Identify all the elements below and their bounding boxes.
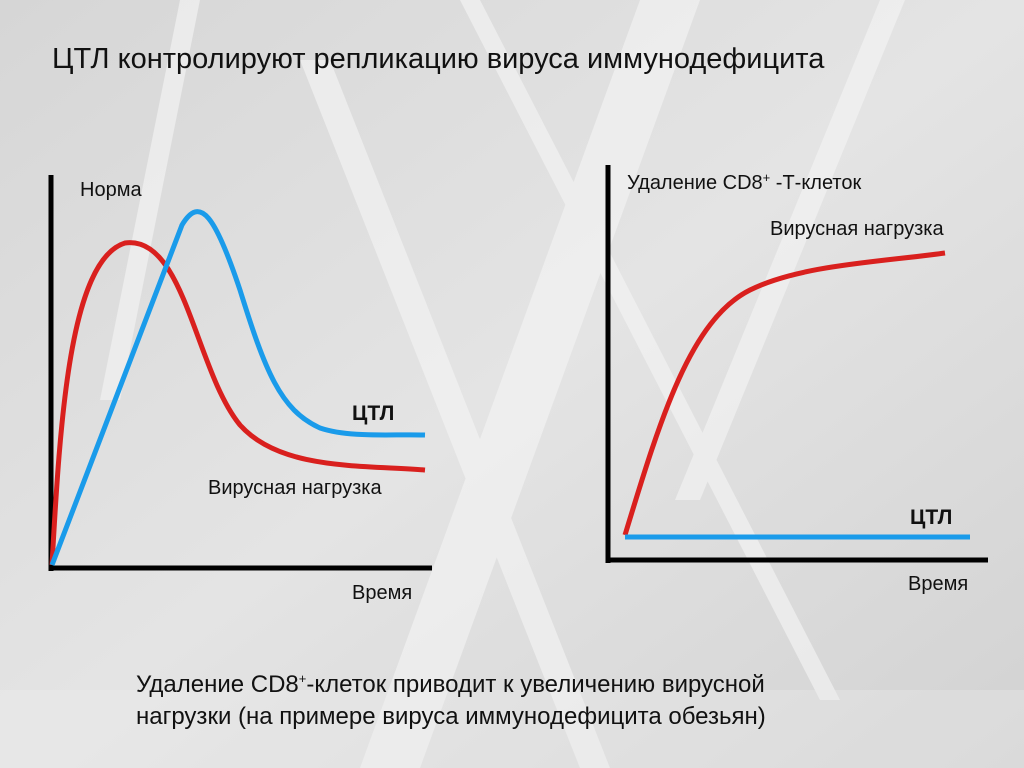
left-panel: Норма ЦТЛ Вирусная нагрузка Время [48,175,432,604]
curve-label: Вирусная нагрузка [208,477,382,499]
x-axis-label: Время [352,582,412,604]
curve-label: Вирусная нагрузка [770,218,944,240]
slide-title: ЦТЛ контролируют репликацию вируса иммун… [52,43,825,75]
ctl-curve [49,209,426,566]
curve-label: ЦТЛ [910,506,952,529]
x-axis-label: Время [908,573,968,595]
caption: нагрузки (на примере вируса иммунодефици… [136,703,766,730]
panel-heading: Удаление CD8+ -Т-клеток [627,170,861,194]
caption: Удаление CD8+-клеток приводит к увеличен… [136,671,765,698]
viral-load-curve [49,240,426,566]
panel-heading: Норма [80,179,142,201]
right-panel: Удаление CD8+ -Т-клеток Вирусная нагрузк… [605,165,988,595]
curve-label: ЦТЛ [352,402,394,425]
viral-load-curve [622,250,946,536]
